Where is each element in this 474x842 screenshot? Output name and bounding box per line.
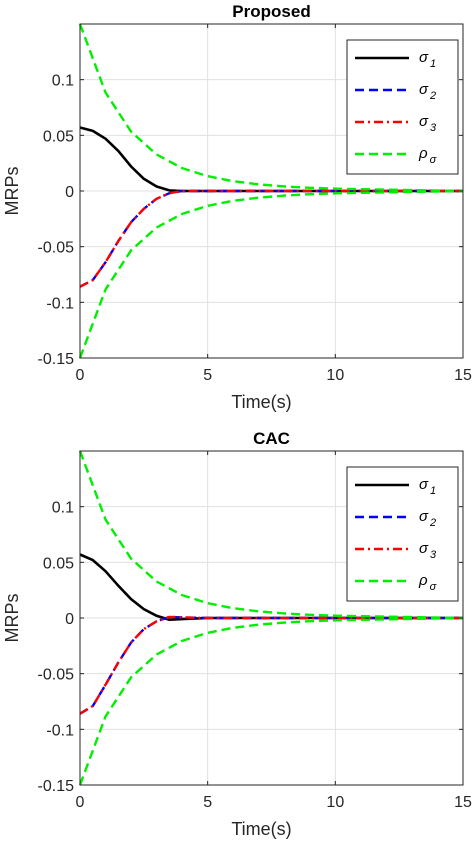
chart-title: Proposed — [232, 2, 310, 21]
legend-box — [346, 39, 459, 175]
x-tick-label: 10 — [326, 794, 344, 811]
series-line-3 — [79, 615, 463, 715]
x-tick-label: 0 — [76, 794, 85, 811]
x-tick-label: 5 — [203, 367, 212, 384]
legend-label-subscript: σ — [430, 581, 437, 593]
y-axis-label: MRPs — [2, 167, 22, 216]
y-tick-label: 0 — [65, 611, 74, 628]
legend-label-base: ρ — [418, 572, 428, 589]
series-line-4 — [78, 23, 464, 193]
legend: σ 1σ 2σ 3ρ σ — [346, 39, 459, 175]
y-tick-label: -0.15 — [38, 778, 75, 795]
legend-label-base: σ — [419, 113, 429, 130]
legend-label-subscript: σ — [430, 154, 437, 166]
legend-label-subscript: 3 — [430, 122, 437, 134]
x-axis-label: Time(s) — [231, 392, 291, 412]
y-tick-label: -0.05 — [38, 667, 75, 684]
legend-box — [346, 466, 459, 602]
y-tick-label: 0.05 — [43, 555, 74, 572]
x-tick-label: 0 — [76, 367, 85, 384]
y-tick-label: -0.05 — [38, 240, 75, 257]
legend: σ 1σ 2σ 3ρ σ — [346, 466, 459, 602]
legend-label-subscript: 3 — [430, 549, 437, 561]
legend-label-subscript: 1 — [430, 58, 436, 70]
chart-panel-1: 0 5 10 15 0.1 0.05 0 -0.05 -0.1 -0.15 Proposed Time… — [2, 2, 472, 412]
x-tick-label: 5 — [203, 794, 212, 811]
series-line-4 — [78, 450, 464, 620]
legend-label-subscript: 1 — [430, 485, 436, 497]
x-tick-label: 15 — [454, 794, 472, 811]
x-tick-label: 15 — [454, 367, 472, 384]
legend-label-subscript: 2 — [429, 517, 436, 529]
series-line-3 — [79, 189, 463, 288]
chart-title: CAC — [253, 429, 290, 448]
y-tick-label: 0.05 — [43, 128, 74, 145]
legend-label-base: σ — [419, 540, 429, 557]
series-line-4-lower-bound — [78, 616, 464, 786]
y-tick-label: -0.1 — [46, 295, 74, 312]
legend-label-base: ρ — [418, 145, 428, 162]
x-axis-label: Time(s) — [231, 819, 291, 839]
y-tick-label: -0.1 — [46, 722, 74, 739]
x-tick-label: 10 — [326, 367, 344, 384]
y-tick-label: -0.15 — [38, 351, 75, 368]
y-axis-label: MRPs — [2, 594, 22, 643]
legend-label-base: σ — [419, 476, 429, 493]
legend-label-base: σ — [419, 508, 429, 525]
chart-panel-2: 0 5 10 15 0.1 0.05 0 -0.05 -0.1 -0.15 CAC Time(s) MR… — [2, 429, 472, 839]
legend-label-base: σ — [419, 81, 429, 98]
y-tick-label: 0.1 — [52, 500, 74, 517]
y-tick-label: 0.1 — [52, 73, 74, 90]
y-tick-label: 0 — [65, 184, 74, 201]
series-line-4-lower-bound — [78, 189, 464, 359]
legend-label-subscript: 2 — [429, 90, 436, 102]
legend-label-base: σ — [419, 49, 429, 66]
